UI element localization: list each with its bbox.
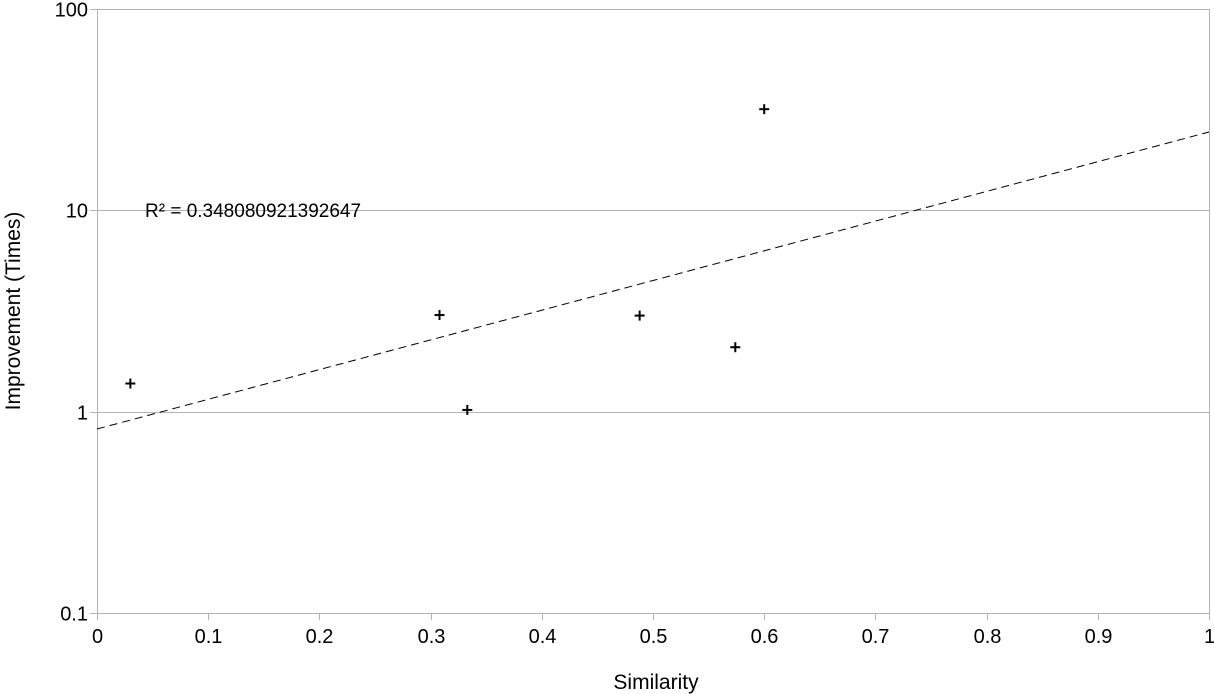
- x-axis-ticks: 0 0.1 0.2 0.3 0.4 0.5 0.6 0.7 0.8 0.9 1: [92, 613, 1214, 648]
- y-tick-label: 100: [55, 0, 88, 22]
- data-point-marker: [634, 310, 645, 321]
- x-axis-title: Similarity: [613, 671, 699, 694]
- data-points: [125, 104, 770, 415]
- x-tick-label: 0.9: [1085, 626, 1113, 648]
- x-tick-label: 0.7: [862, 626, 890, 648]
- r-squared-label: R² = 0.348080921392647: [145, 201, 361, 222]
- x-tick-label: 0: [92, 626, 103, 648]
- data-point-marker: [125, 378, 136, 389]
- x-tick-label: 0.8: [974, 626, 1002, 648]
- data-point-marker: [434, 310, 445, 321]
- y-axis-title: Improvement (Times): [2, 212, 25, 411]
- x-tick-label: 0.4: [529, 626, 557, 648]
- y-tick-label: 0.1: [60, 604, 88, 626]
- x-tick-label: 0.5: [640, 626, 668, 648]
- data-point-marker: [730, 342, 741, 353]
- data-point-marker: [462, 404, 473, 415]
- axes: [97, 9, 1210, 620]
- trendline: [96, 131, 1210, 430]
- x-tick-label: 1: [1204, 626, 1214, 648]
- y-axis-ticks: 0.1 1 10 100: [55, 0, 97, 626]
- x-tick-label: 0.2: [306, 626, 334, 648]
- x-tick-label: 0.3: [418, 626, 446, 648]
- x-tick-label: 0.1: [195, 626, 223, 648]
- y-tick-label: 1: [77, 403, 88, 425]
- x-tick-label: 0.6: [751, 626, 779, 648]
- grid-lines: [97, 9, 1209, 614]
- y-tick-label: 10: [66, 201, 88, 223]
- data-point-marker: [759, 104, 770, 115]
- trendline-group: [96, 131, 1210, 430]
